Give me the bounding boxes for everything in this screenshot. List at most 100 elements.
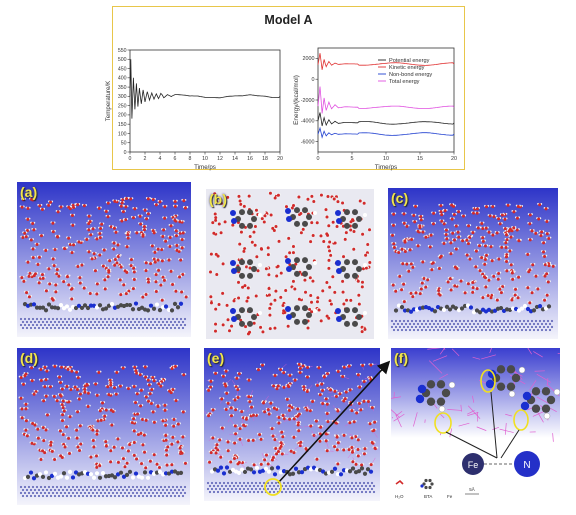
water-molecule — [135, 457, 139, 461]
water-molecule — [528, 222, 532, 226]
water-molecule — [530, 291, 534, 295]
water-molecule — [545, 272, 549, 276]
temperature-chart: 0 2 4 6 8 10 12 14 16 18 2005010015020025030035040… — [105, 48, 283, 171]
water-molecule — [543, 274, 547, 278]
water-molecule — [362, 201, 366, 205]
x-tick-label: 0 — [129, 156, 132, 162]
water-molecule — [220, 201, 224, 205]
water-molecule — [279, 271, 283, 275]
water-molecule — [225, 391, 229, 395]
water-molecule — [333, 445, 337, 449]
water-molecule — [444, 233, 448, 237]
panel-e: (e) — [204, 348, 380, 501]
water-molecule — [292, 435, 296, 439]
water-molecule — [69, 388, 73, 392]
water-molecule — [150, 244, 154, 248]
water-molecule — [456, 230, 460, 234]
water-molecule — [129, 258, 133, 262]
water-molecule — [325, 280, 329, 284]
water-molecule — [325, 314, 329, 318]
fe-atom — [462, 453, 484, 475]
water-molecule — [275, 387, 279, 391]
water-molecule — [99, 226, 103, 230]
panel-a: (a) — [17, 182, 191, 337]
water-molecule — [497, 257, 501, 261]
water-molecule — [101, 264, 105, 268]
water-molecule — [449, 241, 453, 245]
water-molecule — [225, 303, 229, 307]
water-molecule — [113, 257, 117, 261]
water-molecule — [311, 233, 315, 237]
water-molecule — [151, 198, 155, 202]
panel-e-snapshot — [204, 348, 380, 501]
water-molecule — [536, 287, 540, 291]
water-molecule — [20, 205, 24, 209]
water-molecule — [392, 242, 396, 246]
water-molecule — [62, 443, 66, 447]
water-molecule — [104, 444, 108, 448]
water-molecule — [266, 246, 270, 250]
water-molecule — [174, 229, 178, 233]
water-molecule — [271, 226, 275, 230]
water-molecule — [312, 199, 316, 203]
water-molecule — [457, 235, 461, 239]
water-molecule — [500, 213, 504, 217]
water-molecule — [465, 238, 469, 242]
water-molecule — [247, 378, 251, 382]
water-molecule — [276, 449, 280, 453]
water-molecule — [484, 285, 488, 289]
water-molecule — [446, 280, 450, 284]
water-molecule — [170, 367, 174, 371]
water-molecule — [293, 378, 297, 382]
water-molecule — [49, 200, 53, 204]
water-molecule — [544, 207, 548, 211]
water-molecule — [369, 463, 373, 467]
water-molecule — [118, 384, 122, 388]
x-tick-label: 15 — [417, 156, 423, 162]
water-molecule — [324, 439, 328, 443]
water-molecule — [226, 440, 230, 444]
water-molecule — [214, 322, 218, 326]
water-molecule — [51, 257, 55, 261]
water-molecule — [143, 208, 147, 212]
water-molecule — [490, 293, 494, 297]
water-molecule — [440, 213, 444, 217]
water-molecule — [214, 372, 218, 376]
water-molecule — [152, 379, 156, 383]
water-molecule — [181, 410, 185, 414]
water-molecule — [362, 399, 366, 403]
water-molecule — [149, 262, 153, 266]
panel-d-snapshot — [17, 348, 190, 505]
water-molecule — [352, 247, 356, 251]
water-molecule — [356, 438, 360, 442]
water-molecule — [61, 433, 65, 437]
water-molecule — [408, 248, 412, 252]
water-molecule — [540, 230, 544, 234]
water-molecule — [141, 418, 145, 422]
water-molecule — [409, 291, 413, 295]
water-molecule — [72, 206, 76, 210]
water-molecule — [448, 277, 452, 281]
water-molecule — [444, 228, 448, 232]
water-molecule — [305, 375, 309, 379]
water-molecule — [239, 202, 243, 206]
water-molecule — [144, 269, 148, 273]
water-molecule — [181, 272, 185, 276]
water-molecule — [517, 239, 521, 243]
water-molecule — [308, 307, 312, 311]
water-molecule — [480, 221, 484, 225]
water-molecule — [139, 404, 143, 408]
water-molecule — [78, 281, 82, 285]
water-molecule — [248, 234, 252, 238]
water-molecule — [124, 218, 128, 222]
water-molecule — [221, 374, 225, 378]
water-molecule — [341, 201, 345, 205]
water-molecule — [319, 425, 323, 429]
water-molecule — [276, 384, 280, 388]
water-molecule — [22, 279, 26, 283]
water-molecule — [269, 401, 273, 405]
water-molecule — [505, 269, 509, 273]
y-tick-label: 100 — [118, 131, 127, 137]
panel-a-snapshot — [17, 182, 191, 337]
legend-h2o: H₂O — [395, 494, 404, 499]
